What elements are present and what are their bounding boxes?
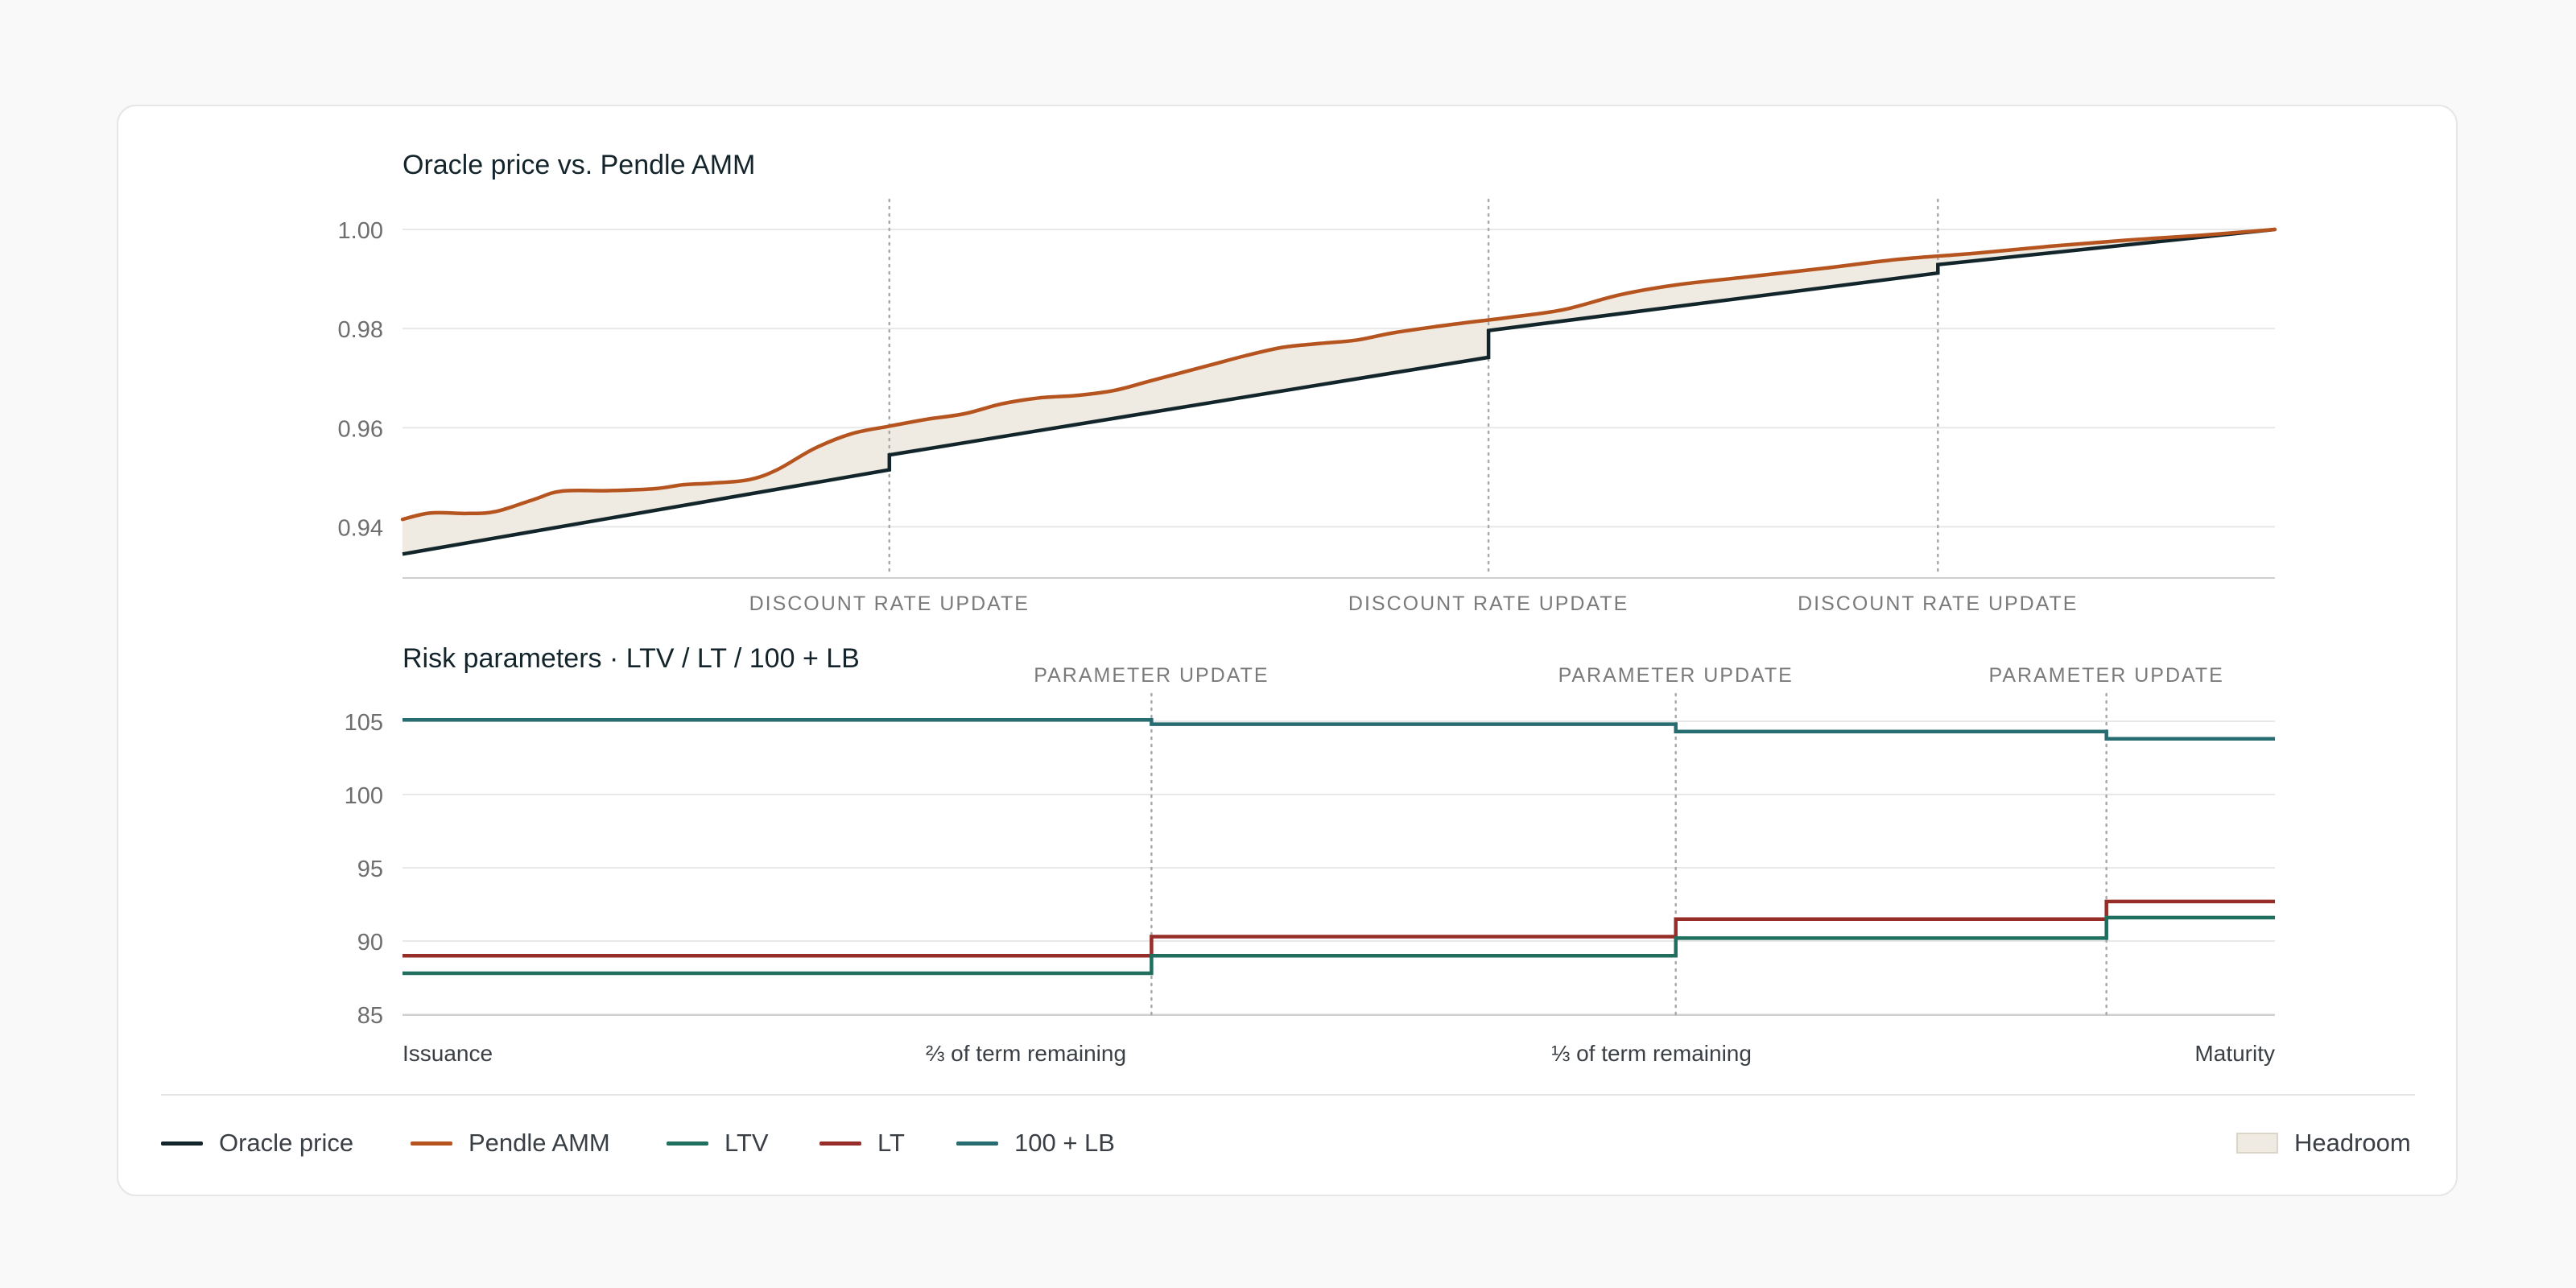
legend-item-headroom: Headroom: [2236, 1125, 2411, 1161]
bottom-x-tick-label: ⅔ of term remaining: [926, 1041, 1126, 1066]
parameter-update-label: PARAMETER UPDATE: [1558, 664, 1794, 687]
legend: Oracle price Pendle AMM LTV LT 100 + LB …: [161, 1125, 2415, 1161]
bottom-y-tick-label: 100: [345, 783, 383, 809]
bottom-x-tick-label: Maturity: [2194, 1041, 2275, 1066]
legend-swatch-lt: [819, 1141, 861, 1146]
discount-rate-update-label: DISCOUNT RATE UPDATE: [1798, 592, 2078, 615]
legend-item-pendle-amm: Pendle AMM: [411, 1125, 610, 1161]
top-annotations: DISCOUNT RATE UPDATE DISCOUNT RATE UPDATE…: [749, 198, 2078, 615]
top-chart-title: Oracle price vs. Pendle AMM: [402, 150, 755, 180]
bottom-chart-title: Risk parameters · LTV / LT / 100 + LB: [402, 643, 860, 674]
bottom-x-ticks: Issuance ⅔ of term remaining ⅓ of term rem…: [402, 1041, 2275, 1066]
legend-label-ltv: LTV: [724, 1129, 769, 1157]
legend-swatch-ltv: [667, 1141, 708, 1146]
legend-label-100-lb: 100 + LB: [1014, 1129, 1115, 1157]
discount-rate-update-label: DISCOUNT RATE UPDATE: [1348, 592, 1629, 615]
bottom-y-tick-label: 105: [345, 710, 383, 736]
legend-swatch-headroom: [2236, 1133, 2278, 1154]
legend-item-lt: LT: [819, 1125, 905, 1161]
bottom-x-tick-label: Issuance: [402, 1041, 493, 1066]
top-series: [400, 227, 2277, 556]
legend-label-lt: LT: [877, 1129, 905, 1157]
legend-swatch-100-lb: [956, 1141, 998, 1146]
top-gridlines: 1.00 0.98 0.96 0.94: [338, 218, 2275, 579]
legend-swatch-pendle-amm: [411, 1141, 452, 1146]
top-y-tick-label: 0.96: [338, 416, 383, 442]
top-y-tick-label: 1.00: [338, 218, 383, 244]
bottom-annotations: PARAMETER UPDATE PARAMETER UPDATE PARAMETE…: [1034, 664, 2224, 1016]
bottom-y-tick-label: 85: [357, 1003, 383, 1029]
legend-label-oracle-price: Oracle price: [219, 1129, 354, 1157]
legend-label-headroom: Headroom: [2294, 1129, 2411, 1157]
bottom-series: [402, 717, 2275, 976]
series-oracle-price: [402, 227, 2276, 556]
bottom-y-tick-label: 95: [357, 857, 383, 882]
discount-rate-update-label: DISCOUNT RATE UPDATE: [749, 592, 1030, 615]
series-lt: [402, 899, 2275, 958]
bottom-x-tick-label: ⅓ of term remaining: [1551, 1041, 1752, 1066]
bottom-gridlines: 105 100 95 90 85: [345, 710, 2275, 1029]
bottom-y-tick-label: 90: [357, 930, 383, 956]
parameter-update-label: PARAMETER UPDATE: [1989, 664, 2224, 687]
legend-item-100-lb: 100 + LB: [956, 1125, 1115, 1161]
legend-item-oracle-price: Oracle price: [161, 1125, 353, 1161]
legend-item-ltv: LTV: [667, 1125, 769, 1161]
series-ltv: [402, 915, 2275, 976]
top-y-tick-label: 0.94: [338, 515, 383, 541]
legend-label-pendle-amm: Pendle AMM: [469, 1129, 610, 1157]
parameter-update-label: PARAMETER UPDATE: [1034, 664, 1269, 687]
top-y-tick-label: 0.98: [338, 317, 383, 343]
series-pendle-amm: [400, 227, 2277, 522]
legend-swatch-oracle-price: [161, 1141, 203, 1146]
series-100-lb: [402, 717, 2275, 741]
